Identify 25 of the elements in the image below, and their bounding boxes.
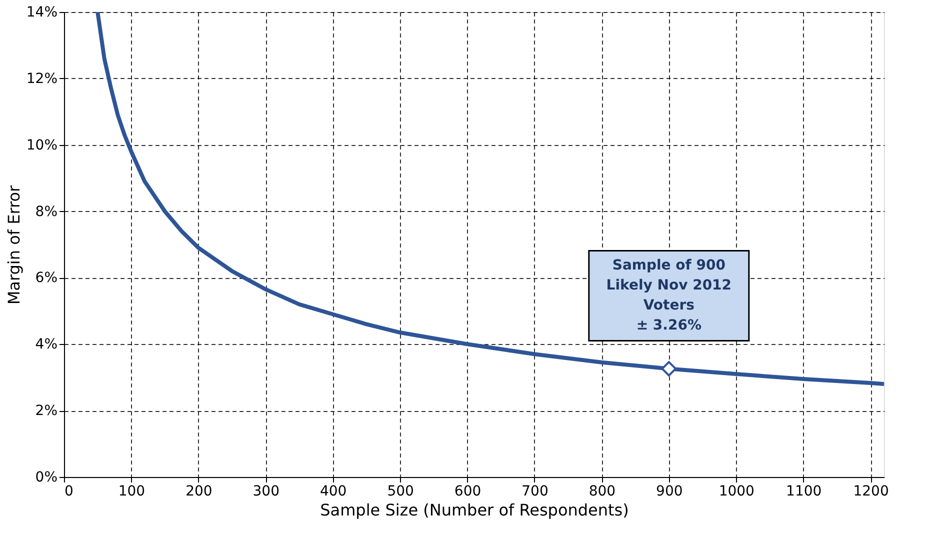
y-tick-label: 0% bbox=[35, 470, 58, 486]
y-tick-label: 6% bbox=[35, 270, 58, 286]
y-tick-label: 12% bbox=[26, 70, 58, 87]
x-tick-label: 900 bbox=[656, 484, 683, 500]
x-tick-label: 200 bbox=[186, 484, 212, 500]
x-tick-label: 500 bbox=[387, 484, 414, 500]
x-tick-label: 800 bbox=[588, 484, 616, 500]
y-axis-title: Margin of Error bbox=[4, 184, 24, 305]
x-tick-label: 100 bbox=[118, 484, 146, 500]
x-tick-label: 1200 bbox=[853, 484, 889, 500]
x-axis-title: Sample Size (Number of Respondents) bbox=[320, 500, 629, 520]
y-tick-label: 4% bbox=[35, 336, 58, 353]
x-tick-label: 1100 bbox=[786, 484, 822, 500]
y-tick-label: 14% bbox=[26, 4, 58, 20]
x-tick-label: 400 bbox=[320, 484, 347, 500]
x-tick-label: 1000 bbox=[718, 484, 754, 500]
x-tick-label: 600 bbox=[454, 484, 482, 500]
y-tick-label: 2% bbox=[35, 403, 58, 420]
line-series bbox=[96, 12, 884, 386]
y-tick-label: 8% bbox=[35, 204, 58, 220]
x-tick-label: 700 bbox=[522, 484, 548, 500]
y-tick-label: 10% bbox=[26, 137, 58, 154]
x-tick-label: 0 bbox=[64, 484, 74, 500]
annotation: Sample of 900 Likely Nov 2012 Voters ± 3.26% bbox=[606, 258, 732, 334]
x-tick-label: 300 bbox=[252, 484, 280, 500]
